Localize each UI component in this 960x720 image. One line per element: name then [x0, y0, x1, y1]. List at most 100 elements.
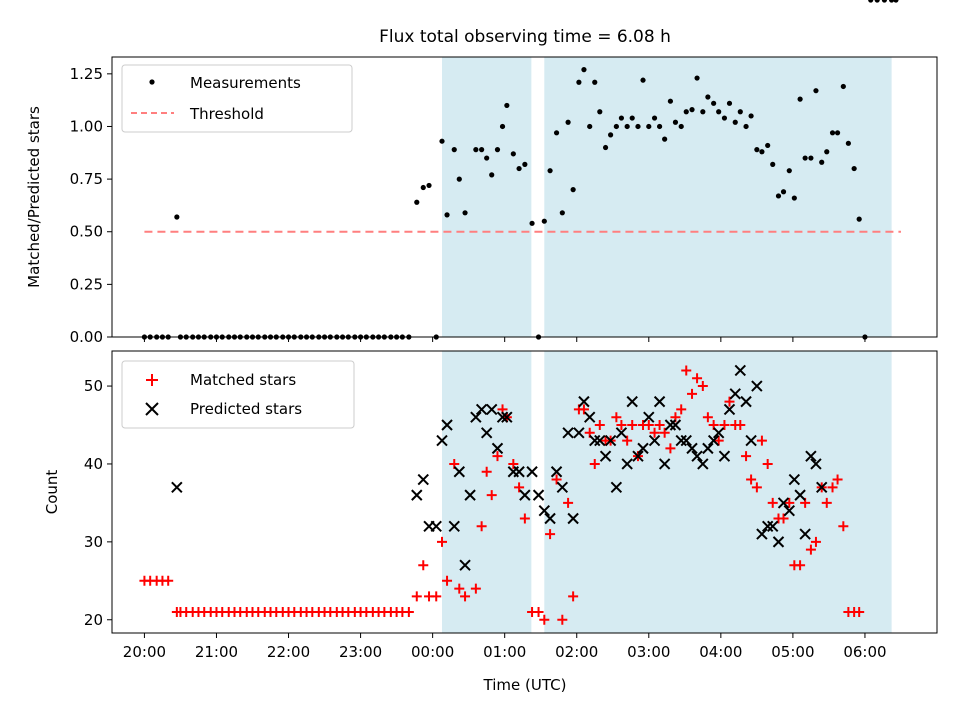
measurement-point — [547, 168, 553, 174]
measurement-point — [565, 119, 571, 125]
measurement-point — [174, 214, 180, 220]
predicted-star-point — [783, 504, 796, 517]
predicted-star-point — [675, 434, 687, 447]
legend-label-measurements: Measurements — [190, 74, 301, 92]
predicted-star-point — [767, 520, 779, 532]
measurement-point — [813, 88, 819, 94]
matched-star-point — [687, 388, 698, 399]
y-tick-label: 1.00 — [70, 117, 103, 135]
legend-label-predicted: Predicted stars — [190, 400, 302, 418]
measurement-point — [592, 79, 598, 85]
predicted-star-point — [621, 458, 633, 470]
measurement-point — [726, 100, 733, 106]
predicted-star-point — [430, 520, 442, 532]
bottom-y-axis-label: Count — [43, 470, 61, 515]
predicted-star-point — [513, 466, 525, 478]
measurement-point — [759, 149, 765, 155]
y-tick-label: 0.75 — [70, 170, 103, 188]
matched-star-point — [702, 412, 713, 423]
y-tick-label: 0.50 — [70, 223, 103, 241]
measurement-point — [705, 94, 711, 100]
measurement-point — [597, 109, 603, 115]
measurement-point — [451, 147, 457, 153]
top-y-axis-label: Matched/Predicted stars — [25, 106, 43, 288]
top-legend: Measurements Threshold — [121, 64, 353, 133]
measurement-point — [694, 75, 700, 81]
matched-star-point — [821, 497, 832, 508]
x-tick-label: 23:00 — [339, 643, 382, 661]
matched-star-point — [557, 614, 568, 625]
predicted-star-point — [643, 411, 655, 423]
matched-star-point — [854, 606, 865, 617]
matched-star-point — [627, 420, 638, 431]
measurement-point — [420, 184, 426, 191]
matched-star-point — [810, 536, 821, 547]
matched-star-point — [622, 435, 633, 446]
predicted-star-point — [589, 434, 601, 447]
predicted-star-point — [816, 481, 828, 494]
matched-star-point — [697, 381, 708, 392]
legend-label-matched: Matched stars — [190, 371, 296, 389]
predicted-star-point — [453, 466, 466, 478]
measurement-point — [635, 123, 641, 130]
matched-star-point — [403, 606, 414, 617]
predicted-star-point — [480, 427, 493, 439]
measurement-point — [672, 119, 679, 125]
top-x-ticks — [143, 337, 866, 342]
predicted-star-point — [697, 458, 709, 470]
shaded-interval — [544, 57, 892, 337]
matched-star-point — [762, 458, 773, 469]
x-tick-label: 04:00 — [699, 643, 742, 661]
bottom-shaded-intervals — [442, 351, 892, 633]
predicted-star-point — [723, 403, 736, 416]
x-axis-label: Time (UTC) — [483, 676, 567, 694]
predicted-star-point — [718, 450, 731, 462]
matched-star-point — [594, 420, 605, 431]
measurement-point — [716, 109, 722, 115]
predicted-star-point — [470, 411, 482, 423]
matched-star-point — [713, 435, 724, 446]
measurement-point — [629, 115, 635, 121]
measurement-point — [473, 147, 479, 153]
matched-star-point — [563, 497, 574, 508]
measurement-point — [881, 0, 888, 3]
predicted-star-point — [519, 489, 531, 501]
measurement-point — [522, 161, 528, 167]
measurement-point — [737, 109, 743, 115]
measurement-point — [824, 149, 830, 155]
x-tick-label: 06:00 — [843, 643, 886, 661]
predicted-star-point — [538, 504, 551, 517]
measurement-point — [765, 142, 771, 149]
measurement-point — [711, 100, 717, 106]
measurement-point — [559, 210, 565, 216]
measurement-point — [683, 109, 689, 115]
predicted-star-point — [532, 489, 545, 501]
measurement-point — [479, 147, 485, 153]
predicted-star-point — [772, 536, 785, 548]
measurement-point — [510, 151, 516, 157]
matched-star-point — [539, 614, 550, 625]
matched-star-point — [616, 420, 627, 431]
measurement-point — [834, 130, 841, 136]
predicted-star-point — [777, 497, 790, 509]
measurement-point — [529, 220, 535, 226]
matched-star-point — [784, 497, 795, 508]
measurement-point — [791, 195, 797, 201]
matched-star-point — [411, 591, 422, 602]
matched-star-point — [643, 420, 654, 431]
y-tick-label: 40 — [84, 455, 103, 473]
measurement-point — [439, 138, 445, 144]
top-legend-box — [121, 64, 353, 133]
measurement-point — [770, 161, 776, 167]
predicted-star-point — [740, 395, 752, 408]
measurement-point — [516, 165, 522, 172]
predicted-star-point — [788, 473, 801, 486]
measurement-point — [456, 176, 462, 182]
measurement-point — [667, 98, 674, 104]
measurement-point — [662, 136, 668, 142]
predicted-star-point — [594, 434, 606, 447]
measurement-point — [444, 212, 450, 218]
measurement-point — [608, 132, 614, 138]
predicted-star-point — [556, 481, 569, 494]
predicted-star-point — [658, 458, 671, 470]
